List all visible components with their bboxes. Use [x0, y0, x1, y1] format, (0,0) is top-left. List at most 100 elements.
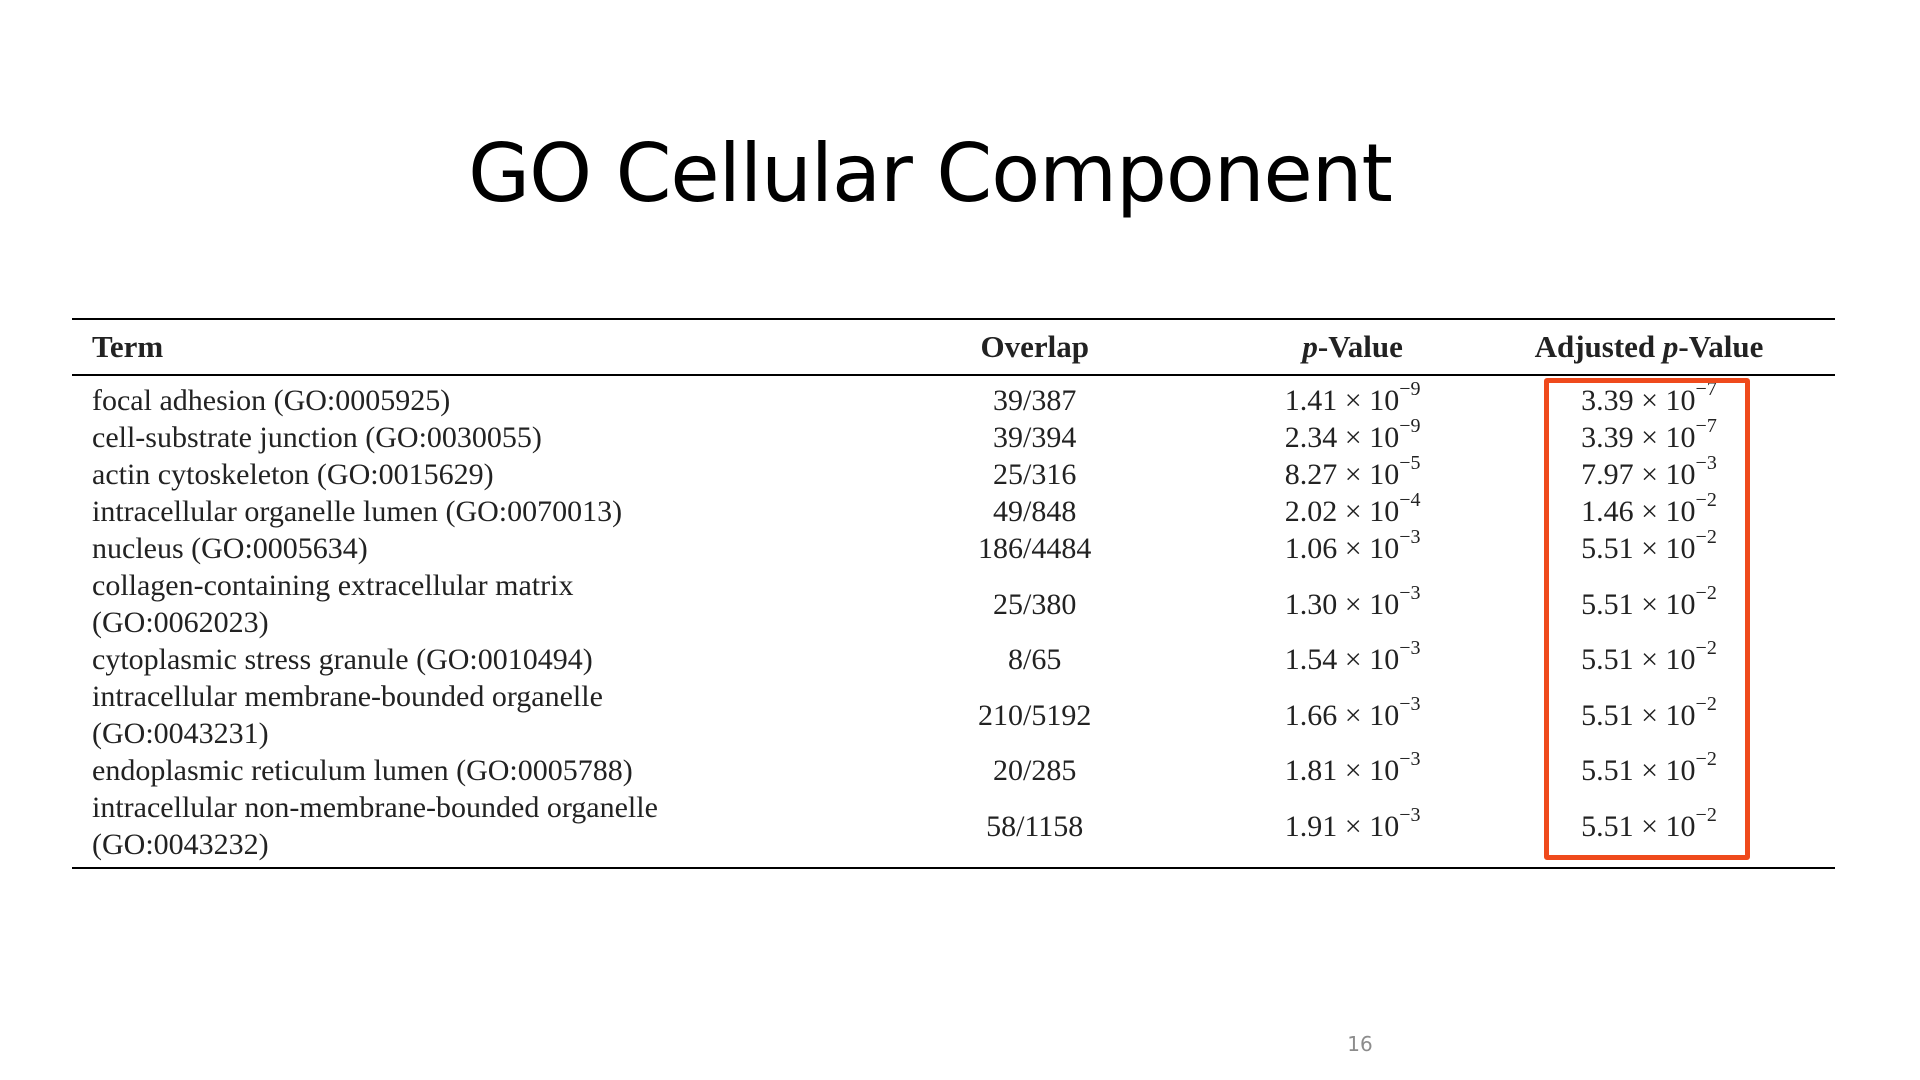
overlap-cell: 8/65	[1008, 643, 1062, 676]
term-cell: intracellular non-membrane-bounded organ…	[72, 789, 828, 869]
table-row: cytoplasmic stress granule (GO:0010494) …	[72, 638, 1835, 678]
p-mantissa: 1.30 × 10	[1284, 587, 1400, 621]
adj-exponent: −2	[1695, 692, 1717, 715]
adj-mantissa: 5.51 × 10	[1581, 809, 1696, 843]
adj-mantissa: 3.39 × 10	[1581, 421, 1696, 454]
overlap-cell: 186/4484	[978, 532, 1092, 565]
p-mantissa: 8.27 × 10	[1284, 458, 1400, 491]
p-exponent: −3	[1399, 581, 1421, 604]
page-number: 16	[1347, 1032, 1373, 1056]
term-line-2: (GO:0062023)	[92, 606, 269, 639]
adj-mantissa: 5.51 × 10	[1581, 754, 1696, 787]
header-adj-italic: p	[1662, 329, 1679, 364]
adj-exponent: −7	[1695, 415, 1717, 437]
table-header-row: Term Overlap p-Value Adjusted p-Value	[72, 318, 1835, 376]
p-mantissa: 1.91 × 10	[1284, 809, 1400, 843]
p-mantissa: 2.02 × 10	[1284, 495, 1400, 528]
go-table: Term Overlap p-Value Adjusted p-Value fo…	[72, 318, 1835, 869]
p-value-cell: 2.34 × 10−9	[1242, 416, 1463, 456]
adj-exponent: −2	[1695, 581, 1717, 604]
p-exponent: −3	[1399, 748, 1421, 770]
adj-mantissa: 5.51 × 10	[1581, 587, 1696, 621]
adjusted-p-value-cell: 3.39 × 10−7	[1463, 375, 1835, 419]
adjusted-p-value-cell: 5.51 × 10−2	[1463, 638, 1835, 678]
adj-mantissa: 3.39 × 10	[1581, 384, 1696, 417]
adj-exponent: −2	[1695, 526, 1717, 548]
p-exponent: −3	[1399, 637, 1421, 659]
adjusted-p-value-highlight-box	[1544, 378, 1750, 860]
overlap-cell: 39/387	[993, 384, 1077, 417]
p-mantissa: 1.81 × 10	[1284, 754, 1400, 787]
p-mantissa: 2.34 × 10	[1284, 421, 1400, 454]
p-exponent: −4	[1399, 489, 1421, 511]
p-value-cell: 1.30 × 10−3	[1242, 567, 1463, 641]
adj-exponent: −2	[1695, 748, 1717, 770]
adj-mantissa: 5.51 × 10	[1581, 532, 1696, 565]
p-value-cell: 1.41 × 10−9	[1242, 375, 1463, 419]
table-row: intracellular non-membrane-bounded organ…	[72, 789, 1835, 869]
adjusted-p-value-cell: 7.97 × 10−3	[1463, 453, 1835, 493]
p-mantissa: 1.41 × 10	[1284, 384, 1400, 417]
go-table-container: Term Overlap p-Value Adjusted p-Value fo…	[72, 318, 1835, 869]
adjusted-p-value-cell: 5.51 × 10−2	[1463, 678, 1835, 752]
term-cell: cytoplasmic stress granule (GO:0010494)	[92, 643, 593, 676]
p-exponent: −9	[1399, 415, 1421, 437]
p-value-cell: 1.54 × 10−3	[1242, 638, 1463, 678]
term-cell: intracellular membrane-bounded organelle…	[72, 678, 827, 752]
header-term: Term	[72, 318, 828, 376]
adjusted-p-value-cell: 1.46 × 10−2	[1463, 490, 1835, 530]
header-adj-prefix: Adjusted	[1534, 329, 1663, 364]
adj-mantissa: 5.51 × 10	[1581, 698, 1696, 732]
term-cell: nucleus (GO:0005634)	[92, 532, 368, 565]
overlap-cell: 25/316	[993, 458, 1077, 491]
overlap-cell: 49/848	[993, 495, 1077, 528]
table-row: focal adhesion (GO:0005925) 39/387 1.41 …	[72, 375, 1835, 419]
term-cell: cell-substrate junction (GO:0030055)	[92, 421, 542, 454]
p-exponent: −9	[1399, 378, 1421, 400]
term-cell: focal adhesion (GO:0005925)	[92, 384, 451, 417]
term-cell: actin cytoskeleton (GO:0015629)	[92, 458, 494, 491]
adj-exponent: −7	[1695, 378, 1717, 400]
term-cell: endoplasmic reticulum lumen (GO:0005788)	[92, 754, 633, 787]
table-row: endoplasmic reticulum lumen (GO:0005788)…	[72, 749, 1835, 789]
p-value-cell: 1.66 × 10−3	[1242, 678, 1463, 752]
table-row: actin cytoskeleton (GO:0015629) 25/316 8…	[72, 453, 1835, 493]
term-line-2: (GO:0043231)	[92, 717, 269, 750]
adjusted-p-value-cell: 3.39 × 10−7	[1463, 416, 1835, 456]
adjusted-p-value-cell: 5.51 × 10−2	[1463, 567, 1835, 641]
overlap-cell: 210/5192	[978, 698, 1092, 732]
term-line-1: intracellular non-membrane-bounded organ…	[92, 791, 658, 824]
adjusted-p-value-cell: 5.51 × 10−2	[1463, 749, 1835, 789]
header-adjusted-p-value: Adjusted p-Value	[1462, 318, 1835, 376]
p-value-cell: 8.27 × 10−5	[1242, 453, 1463, 493]
p-value-cell: 1.81 × 10−3	[1242, 749, 1463, 789]
p-mantissa: 1.06 × 10	[1284, 532, 1400, 565]
adj-exponent: −2	[1695, 803, 1717, 826]
p-exponent: −3	[1399, 692, 1421, 715]
adj-exponent: −2	[1695, 637, 1717, 659]
table-row: intracellular organelle lumen (GO:007001…	[72, 490, 1835, 530]
p-exponent: −3	[1399, 526, 1421, 548]
p-mantissa: 1.66 × 10	[1284, 698, 1400, 732]
p-value-cell: 1.91 × 10−3	[1242, 789, 1463, 869]
adj-mantissa: 5.51 × 10	[1581, 643, 1696, 676]
header-p-italic: p	[1302, 329, 1318, 364]
term-line-2: (GO:0043232)	[92, 828, 269, 861]
table-row: collagen-containing extracellular matrix…	[72, 567, 1835, 641]
term-cell: intracellular organelle lumen (GO:007001…	[92, 495, 623, 528]
term-cell: collagen-containing extracellular matrix…	[72, 567, 827, 641]
table-row: nucleus (GO:0005634) 186/4484 1.06 × 10−…	[72, 527, 1835, 567]
p-exponent: −3	[1399, 803, 1421, 826]
table-row: intracellular membrane-bounded organelle…	[72, 678, 1835, 752]
p-value-cell: 2.02 × 10−4	[1242, 490, 1463, 530]
table-row: cell-substrate junction (GO:0030055) 39/…	[72, 416, 1835, 456]
p-value-cell: 1.06 × 10−3	[1242, 527, 1463, 567]
adjusted-p-value-cell: 5.51 × 10−2	[1462, 789, 1835, 869]
p-mantissa: 1.54 × 10	[1284, 643, 1400, 676]
term-line-1: intracellular membrane-bounded organelle	[92, 680, 603, 713]
overlap-cell: 39/394	[993, 421, 1077, 454]
overlap-cell: 58/1158	[827, 789, 1243, 869]
header-p-value: p-Value	[1242, 318, 1463, 376]
adjusted-p-value-cell: 5.51 × 10−2	[1463, 527, 1835, 567]
